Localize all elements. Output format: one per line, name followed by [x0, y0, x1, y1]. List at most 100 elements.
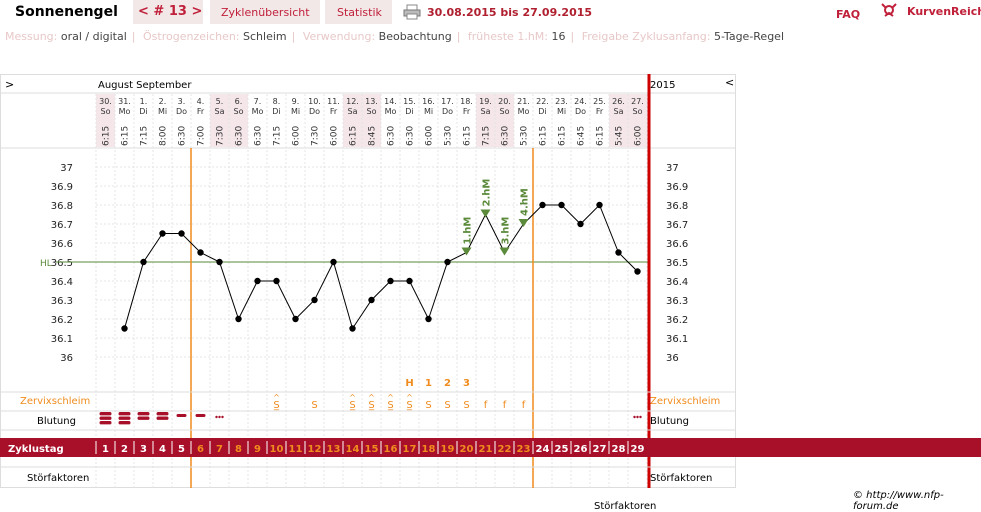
weekend-column [628, 94, 647, 147]
mucus-peak-label: 3 [463, 378, 470, 389]
year-label: 2015 [650, 80, 675, 91]
cycle-day-number: 6 [197, 444, 204, 455]
print-icon[interactable] [403, 4, 421, 20]
temperature-point [330, 258, 337, 266]
temperature-point [197, 249, 204, 256]
cervix-entry: S [311, 400, 317, 411]
cervix-mark: ^ [349, 393, 356, 402]
mucus-peak-label: 1 [425, 378, 432, 389]
cervix-mark: ^ [406, 393, 413, 402]
day-date: 31. [118, 97, 131, 106]
day-weekday: Mo [385, 107, 397, 116]
temperature-point [140, 258, 147, 266]
cycle-day-number: 7 [216, 444, 223, 455]
y-tick-right: 36.9 [666, 182, 688, 193]
day-date: 10. [308, 97, 321, 106]
info-value-oestrogen: Schleim [243, 30, 287, 43]
cycle-day-number: 25 [555, 444, 569, 455]
cervix-entry: S̲ [349, 400, 356, 411]
measure-time: 8:45 [368, 126, 378, 146]
info-value-hm: 16 [551, 30, 566, 43]
day-weekday: Fr [330, 107, 338, 116]
info-label-messung: Messung: [5, 30, 58, 43]
day-date: 14. [384, 97, 397, 106]
day-date: 30. [99, 97, 112, 106]
temperature-point [292, 315, 299, 323]
hm-label: 4.hM [520, 188, 531, 216]
day-weekday: Fr [463, 107, 471, 116]
day-weekday: Mo [252, 107, 264, 116]
day-date: 18. [460, 97, 473, 106]
cycle-day-number: 26 [574, 444, 588, 455]
tab-statistik[interactable]: Statistik [337, 6, 382, 19]
y-tick-right: 36.1 [666, 334, 688, 345]
spotting-dot [215, 415, 218, 419]
mucus-peak-label: 2 [444, 378, 451, 389]
scroll-left-button[interactable]: > [5, 78, 14, 91]
measure-time: 7:15 [140, 126, 150, 146]
measure-time: 6:15 [121, 126, 131, 146]
measure-time: 6:30 [178, 126, 188, 146]
y-tick-right: 36.2 [666, 315, 688, 326]
hm-marker-triangle [461, 247, 472, 256]
cycle-day-number: 27 [593, 444, 607, 455]
day-weekday: Di [272, 107, 280, 116]
info-value-messung: oral / digital [60, 30, 127, 43]
y-tick-left: 37 [60, 163, 73, 174]
day-date: 19. [479, 97, 492, 106]
cycle-selector[interactable]: < # 13 > [138, 4, 203, 19]
temperature-point [349, 325, 356, 332]
bleeding-mark [118, 421, 131, 425]
day-date: 8. [273, 97, 281, 106]
bleeding-mark [176, 414, 187, 417]
temperature-point [406, 277, 413, 285]
kurvenreich-logo-icon[interactable] [880, 2, 904, 20]
mucus-peak-label: H [405, 378, 413, 389]
cervix-mark: ^ [368, 393, 375, 402]
scroll-right-button[interactable]: < [725, 76, 734, 89]
y-tick-left: 36.8 [51, 201, 73, 212]
app-title: Sonnenengel [15, 4, 118, 20]
day-weekday: So [101, 107, 111, 116]
cycle-nav[interactable] [133, 0, 203, 24]
tab-statistik-bg[interactable] [325, 0, 392, 24]
temperature-line [124, 204, 638, 330]
measure-time: 6:15 [463, 126, 473, 146]
cervix-entry: f [522, 400, 526, 411]
brand-link[interactable]: KurvenReich [907, 5, 981, 18]
info-label-verwendung: Verwendung: [302, 30, 376, 43]
cervix-row-label: Zervixschleim [20, 396, 90, 407]
day-weekday: So [367, 107, 377, 116]
day-date: 20. [498, 97, 511, 106]
copyright-link[interactable]: © http://www.nfp-forum.de [853, 490, 944, 512]
cycle-day-number: 5 [178, 444, 185, 455]
day-weekday: Sa [481, 107, 491, 116]
day-weekday: Mo [518, 107, 530, 116]
info-value-freigabe: 5-Tage-Regel [713, 30, 785, 43]
day-weekday: Di [538, 107, 546, 116]
faq-link[interactable]: FAQ [836, 8, 861, 21]
temperature-point [539, 201, 546, 209]
weekend-column [343, 94, 362, 147]
cycle-day-number: 21 [479, 444, 493, 455]
bleeding-mark [118, 416, 131, 420]
info-label-freigabe: Freigabe Zyklusanfang: [581, 30, 711, 43]
day-date: 9. [292, 97, 300, 106]
day-date: 4. [197, 97, 205, 106]
y-tick-right: 37 [666, 163, 679, 174]
info-label-hm: früheste 1.hM: [467, 30, 548, 43]
temperature-point [368, 296, 375, 304]
measure-time: 5:45 [615, 126, 625, 146]
tab-zyklenuebersicht-bg[interactable] [210, 0, 320, 24]
bleeding-mark [137, 416, 150, 420]
day-weekday: Sa [215, 107, 225, 116]
measure-time: 6:15 [539, 126, 549, 146]
tab-zyklenuebersicht[interactable]: Zyklenübersicht [221, 6, 310, 19]
day-date: 17. [441, 97, 454, 106]
day-date: 23. [555, 97, 568, 106]
day-weekday: Do [176, 107, 187, 116]
hm-marker-triangle [480, 209, 491, 218]
y-tick-left: 36.9 [51, 182, 73, 193]
cycle-day-number: 12 [308, 444, 322, 455]
spotting-dot [218, 415, 221, 419]
